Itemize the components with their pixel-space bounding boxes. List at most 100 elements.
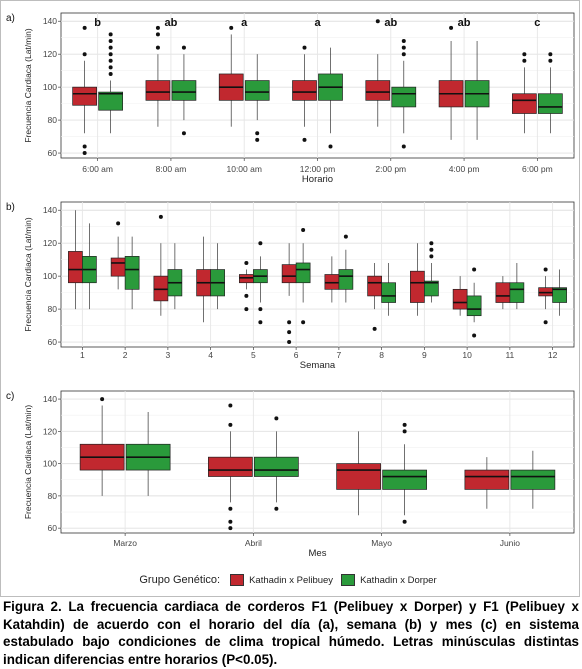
box-iqr (464, 469, 510, 490)
outlier-point (343, 234, 348, 239)
panel-b-box-kathadin-x-dorper-12 (552, 269, 567, 316)
outlier-point (116, 221, 121, 226)
panel-b-box-kathadin-x-dorper-9 (424, 241, 439, 303)
outlier-point (287, 330, 292, 335)
outlier-point (402, 422, 407, 427)
panel-a: 60 80 100 120 140 6:00 am 8:00 am 10:00 am 12:00… (6, 12, 575, 185)
outlier-point (548, 58, 553, 63)
outlier-point (548, 52, 553, 57)
panel-a-box-kathadin-x-pelibuey-6-00-am (72, 25, 97, 156)
outlier-point (522, 52, 527, 57)
outlier-point (401, 144, 406, 149)
panel-b-xtick-label-5: 5 (251, 350, 256, 360)
panel-b-box-kathadin-x-pelibuey-2 (110, 221, 126, 290)
panel-c-box-kathadin-x-dorper-abril (254, 416, 299, 511)
panel-b-label: b) (6, 202, 15, 213)
legend-title: Grupo Genético: (139, 574, 221, 586)
outlier-point (401, 52, 406, 57)
legend: Grupo Genético: Kathadin x Pelibuey Kath… (1, 570, 582, 590)
panel-c-ytick-label: 60 (48, 523, 58, 533)
outlier-point (543, 320, 548, 325)
outlier-point (82, 25, 87, 30)
panel-b-xtick-label-10: 10 (462, 350, 472, 360)
panel-a-significance-letter-2-00-pm: ab (384, 17, 397, 29)
outlier-point (244, 293, 249, 298)
box-iqr (124, 256, 140, 290)
panel-b-box-kathadin-x-pelibuey-6 (281, 243, 297, 345)
outlier-point (155, 32, 160, 37)
panel-c: 60 80 100 120 140 Marzo Abril Mayo Junio c) Mes Fre… (6, 390, 575, 559)
panel-b-box-kathadin-x-dorper-2 (124, 236, 140, 310)
outlier-point (228, 403, 233, 408)
box-iqr (72, 86, 97, 106)
box-iqr (68, 251, 83, 284)
panel-b-xtick-label-9: 9 (422, 350, 427, 360)
box-iqr (410, 270, 425, 303)
outlier-point (401, 39, 406, 44)
outlier-point (401, 45, 406, 50)
panel-a-box-kathadin-x-pelibuey-2-00-pm (365, 19, 391, 127)
panel-c-xtick-label-junio: Junio (500, 538, 521, 548)
outlier-point (301, 320, 306, 325)
panel-a-box-kathadin-x-pelibuey-4-00-pm (438, 25, 464, 140)
panel-b-ytick-label: 60 (48, 337, 58, 347)
outlier-point (274, 416, 279, 421)
box-iqr (391, 86, 417, 108)
box-iqr (538, 93, 563, 114)
panel-b-xtick-label-4: 4 (208, 350, 213, 360)
panel-a-box-kathadin-x-dorper-10-00-am (244, 54, 270, 142)
outlier-point (108, 52, 113, 57)
outlier-point (228, 506, 233, 511)
panel-c-yaxis-title: Frecuencia Cardiaca (Lat/min) (23, 405, 33, 519)
outlier-point (287, 320, 292, 325)
box-iqr (552, 287, 567, 303)
box-iqr (110, 257, 126, 277)
panel-b-xtick-label-8: 8 (379, 350, 384, 360)
panel-c-box-kathadin-x-pelibuey-abril (208, 403, 253, 531)
box-iqr (424, 280, 439, 297)
outlier-point (522, 58, 527, 63)
outlier-point (228, 526, 233, 531)
panel-a-xtick-label-10-00-am: 10:00 am (226, 164, 261, 174)
panel-a-ytick-label: 80 (48, 115, 58, 125)
panel-c-xaxis-title: Mes (309, 548, 327, 559)
panel-a-box-kathadin-x-dorper-6-00-pm (538, 52, 563, 134)
legend-swatch-kathadin-dorper (341, 574, 356, 586)
outlier-point (229, 25, 234, 30)
panel-c-xtick-label-abril: Abril (245, 538, 262, 548)
panel-a-box-kathadin-x-pelibuey-8-00-am (145, 25, 171, 127)
outlier-point (108, 32, 113, 37)
figure-frame: 60 80 100 120 140 6:00 am 8:00 am 10:00 am 12:00… (0, 0, 580, 597)
box-iqr (495, 282, 511, 303)
panel-b-ytick-label: 140 (43, 205, 57, 215)
outlier-point (82, 52, 87, 57)
box-iqr (509, 282, 525, 303)
box-iqr (336, 463, 381, 490)
panel-a-label: a) (6, 13, 15, 24)
panel-a-box-kathadin-x-dorper-8-00-am (171, 45, 197, 136)
box-iqr (381, 282, 396, 303)
box-iqr (382, 469, 427, 490)
box-iqr (254, 456, 299, 477)
panel-a-box-kathadin-x-dorper-6-00-am (98, 32, 123, 134)
panel-b-box-kathadin-x-dorper-7 (338, 234, 354, 303)
box-iqr (145, 80, 171, 101)
outlier-point (228, 422, 233, 427)
panel-c-ytick-label: 120 (43, 426, 57, 436)
panel-c-box-kathadin-x-dorper-marzo (125, 411, 171, 496)
panel-b-box-kathadin-x-dorper-8 (381, 262, 396, 316)
box-iqr (244, 80, 270, 101)
panel-b-ytick-label: 80 (48, 304, 58, 314)
panel-b-ytick-label: 100 (43, 271, 57, 281)
box-iqr (292, 80, 317, 101)
panel-a-significance-letter-6-00-am: b (94, 17, 101, 29)
panel-a-xtick-label-12-00-pm: 12:00 pm (300, 164, 335, 174)
panel-c-box-kathadin-x-dorper-junio (510, 450, 556, 509)
outlier-point (449, 25, 454, 30)
panel-b-xaxis-title: Semana (300, 360, 336, 371)
panel-a-significance-letter-8-00-am: ab (165, 17, 178, 29)
outlier-point (100, 397, 105, 402)
outlier-point (328, 144, 333, 149)
box-iqr (153, 275, 169, 302)
